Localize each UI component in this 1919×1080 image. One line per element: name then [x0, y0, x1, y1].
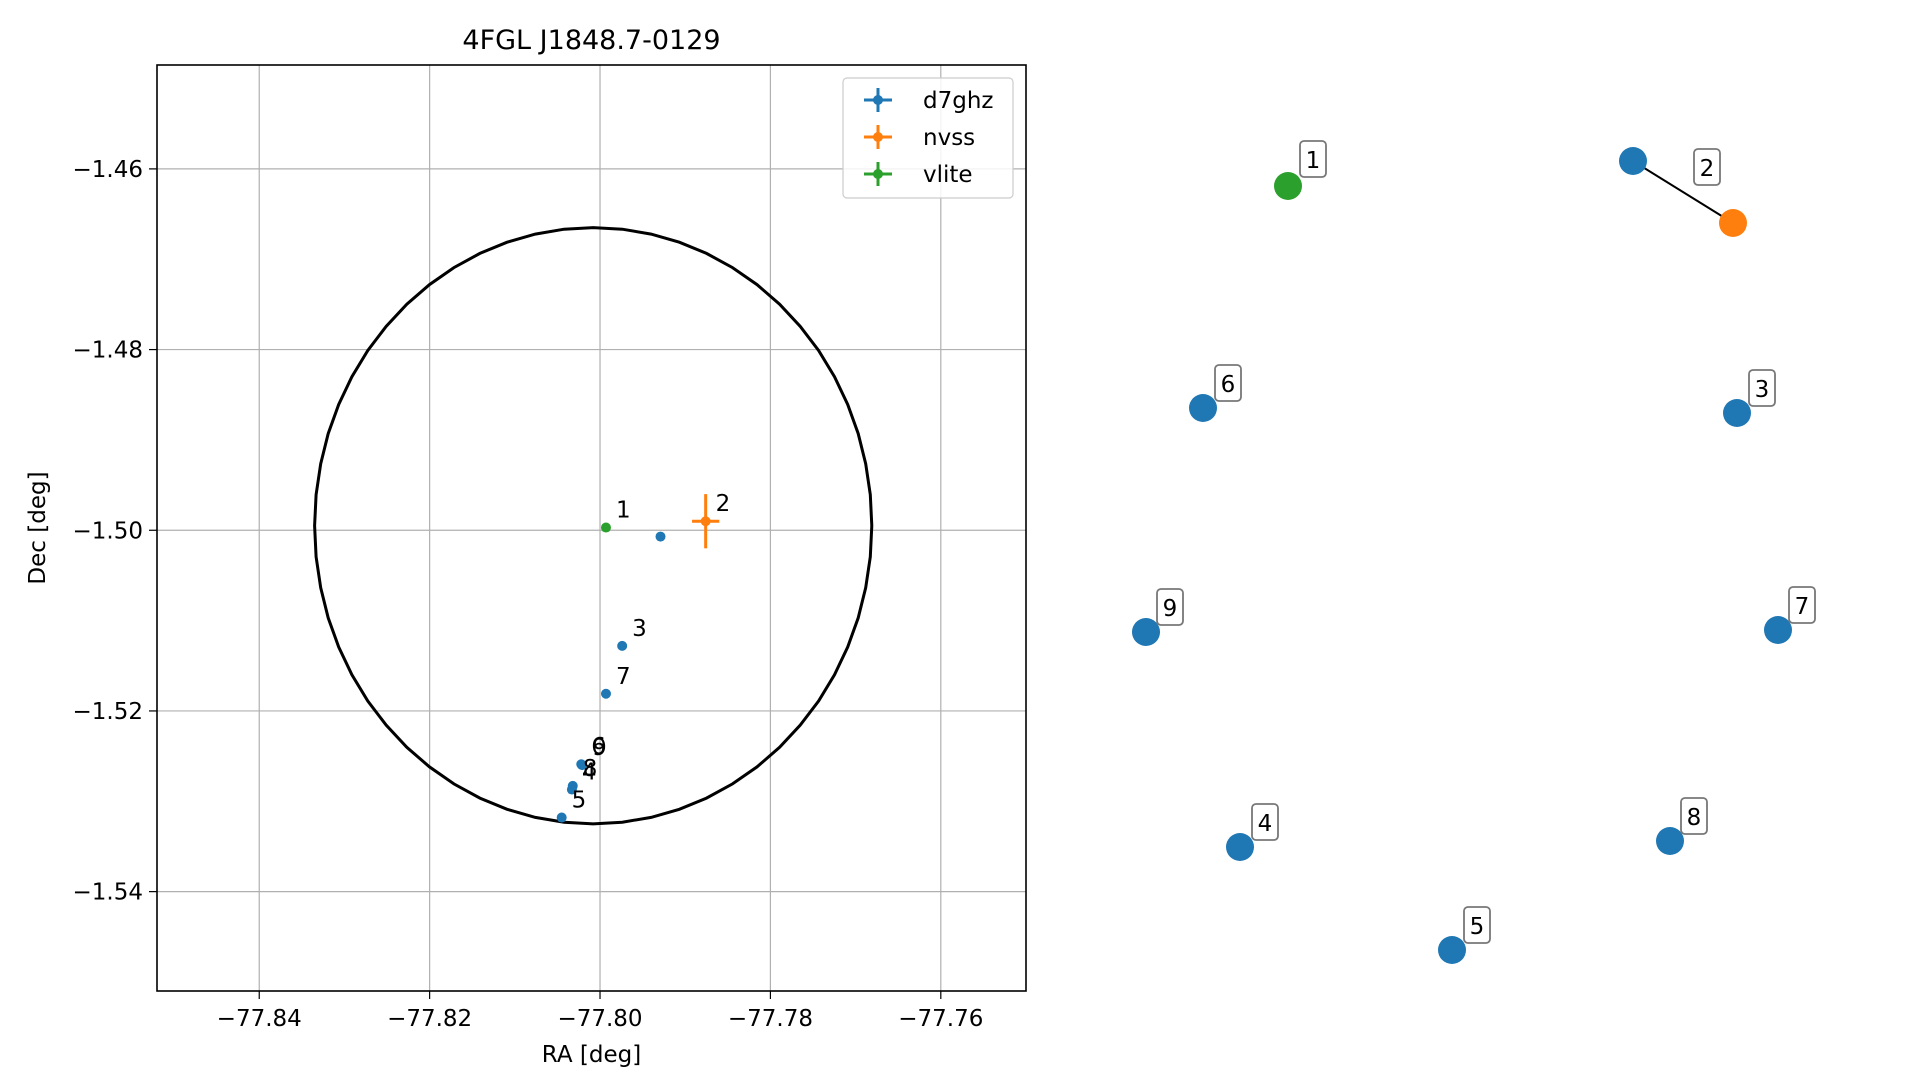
sky-position-chart: 4FGL J1848.7-0129 RA [deg] Dec [deg] −77…	[25, 25, 1027, 1068]
y-tick-label: −1.54	[73, 880, 143, 906]
x-tick-label: −77.80	[557, 1006, 642, 1032]
node-label-box	[1156, 588, 1184, 626]
legend-box	[842, 77, 1014, 199]
point-label: 8	[583, 756, 598, 782]
node-label-box	[1693, 148, 1721, 186]
d7ghz-point	[655, 531, 666, 542]
graph-node	[1719, 209, 1747, 237]
graph-node	[1619, 147, 1647, 175]
x-tick-label: −77.82	[387, 1006, 472, 1032]
node-label-box	[1463, 906, 1491, 944]
node-label-box	[1748, 369, 1776, 407]
legend-label: vlite	[923, 162, 973, 188]
chart-title: 4FGL J1848.7-0129	[462, 25, 720, 56]
x-tick-label: −77.78	[728, 1006, 813, 1032]
node-label: 6	[1221, 372, 1236, 398]
graph-node	[1764, 616, 1792, 644]
point-label: 9	[592, 735, 607, 761]
point-label: 4	[582, 760, 597, 786]
legend-label: nvss	[923, 125, 975, 151]
d7ghz-point	[556, 812, 567, 823]
d7ghz-point	[577, 760, 588, 771]
point-label: 1	[616, 498, 631, 524]
node-label: 1	[1306, 148, 1321, 174]
y-tick-label: −1.52	[73, 699, 143, 725]
graph-node	[1189, 394, 1217, 422]
node-label: 2	[1700, 156, 1715, 182]
d7ghz-point	[617, 640, 628, 651]
point-label: 7	[616, 664, 631, 690]
node-label-box	[1214, 364, 1242, 402]
vlite-point	[600, 522, 611, 533]
legend-marker	[873, 132, 883, 142]
node-label: 4	[1258, 811, 1273, 837]
node-label: 8	[1687, 805, 1702, 831]
nvss-point	[700, 516, 711, 527]
node-label: 9	[1163, 596, 1178, 622]
point-label: 5	[572, 788, 587, 814]
node-label-box	[1299, 140, 1327, 178]
legend: d7ghz nvss vlite	[842, 77, 1014, 199]
graph-edge	[1632, 160, 1734, 224]
source-layout-graph: 1 2 3 4 5 6 7 8 9	[1132, 140, 1816, 964]
node-label: 3	[1755, 377, 1770, 403]
node-label: 5	[1470, 914, 1485, 940]
node-label: 7	[1795, 594, 1810, 620]
grid-lines	[157, 65, 1026, 991]
point-label: 6	[591, 734, 606, 760]
node-label-box	[1788, 586, 1816, 624]
node-label-box	[1251, 803, 1279, 841]
y-axis-label: Dec [deg]	[25, 471, 51, 584]
d7ghz-point	[600, 688, 611, 699]
graph-node	[1226, 833, 1254, 861]
graph-node	[1723, 399, 1751, 427]
x-tick-label: −77.76	[898, 1006, 983, 1032]
x-axis-label: RA [deg]	[542, 1042, 641, 1068]
axis-ticks: −77.84 −77.82 −77.80 −77.78 −77.76 −1.46 −1.48…	[73, 157, 984, 1032]
legend-marker	[873, 95, 883, 105]
graph-node	[1656, 827, 1684, 855]
node-label-box	[1680, 797, 1708, 835]
plot-frame	[156, 64, 1027, 992]
legend-marker	[873, 169, 883, 179]
y-tick-label: −1.50	[73, 518, 143, 544]
point-label: 3	[632, 616, 647, 642]
uncertainty-ellipse	[313, 226, 874, 826]
x-tick-label: −77.84	[217, 1006, 302, 1032]
graph-node	[1274, 172, 1302, 200]
legend-label: d7ghz	[923, 88, 993, 114]
graph-node	[1438, 936, 1466, 964]
d7ghz-point	[566, 784, 577, 795]
y-tick-label: −1.48	[73, 338, 143, 364]
point-label: 2	[716, 491, 731, 517]
graph-node	[1132, 618, 1160, 646]
y-tick-label: −1.46	[73, 157, 143, 183]
